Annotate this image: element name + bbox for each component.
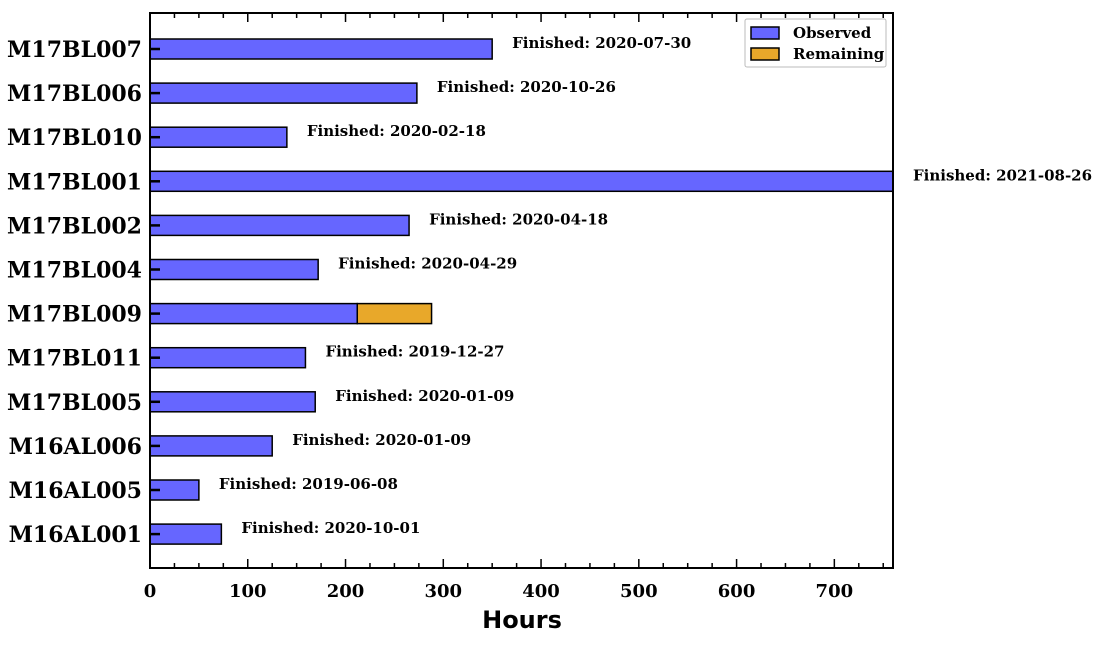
x-tick-label: 100 <box>229 581 267 602</box>
finished-annotation: Finished: 2020-04-29 <box>338 255 517 273</box>
bar-observed-m17bl005 <box>149 391 316 413</box>
finished-annotation: Finished: 2020-10-26 <box>437 78 616 96</box>
bar-observed-m17bl002 <box>149 214 410 237</box>
x-axis-title: Hours <box>482 606 562 634</box>
bar-observed-m17bl011 <box>149 346 307 369</box>
bar-observed-m16al006 <box>149 435 273 457</box>
finished-annotation: Finished: 2021-08-26 <box>913 166 1092 184</box>
y-tick-label: M16AL006 <box>9 434 142 460</box>
x-tick-label: 600 <box>718 581 756 602</box>
x-tick-label: 500 <box>620 581 658 602</box>
bar-observed-m17bl009 <box>149 302 359 325</box>
legend-label-remaining: Remaining <box>793 45 885 63</box>
bar-observed-m17bl001 <box>149 170 894 193</box>
y-tick-label: M16AL001 <box>9 522 142 548</box>
legend-label-observed: Observed <box>793 24 872 42</box>
plot-area: M17BL007 Finished: 2020-07-30 M17BL006 Fini… <box>7 12 1092 602</box>
y-tick-label: M17BL011 <box>7 346 142 372</box>
legend-swatch-observed <box>750 26 780 40</box>
y-tick-label: M17BL009 <box>7 302 142 328</box>
finished-annotation: Finished: 2020-01-09 <box>292 431 471 449</box>
finished-annotation: Finished: 2019-12-27 <box>325 343 504 361</box>
bar-remaining-m17bl009 <box>356 302 433 325</box>
y-tick-label: M17BL004 <box>7 258 142 284</box>
bar-observed-m17bl007 <box>149 38 493 60</box>
finished-annotation: Finished: 2020-07-30 <box>512 34 691 52</box>
y-tick-label: M17BL001 <box>7 169 142 195</box>
finished-annotation: Finished: 2020-02-18 <box>307 122 486 140</box>
bar-observed-m16al001 <box>149 523 223 545</box>
y-tick-label: M17BL007 <box>7 37 142 63</box>
finished-annotation: Finished: 2019-06-08 <box>219 475 398 493</box>
bar-observed-m17bl006 <box>149 82 418 104</box>
legend-box <box>744 18 887 68</box>
x-tick-label: 200 <box>327 581 365 602</box>
x-tick-label: 400 <box>522 581 560 602</box>
plot-frame <box>149 12 894 569</box>
x-tick-label: 300 <box>425 581 463 602</box>
y-tick-label: M16AL005 <box>9 478 142 504</box>
y-tick-label: M17BL002 <box>7 213 142 239</box>
legend-swatch-remaining <box>750 47 780 61</box>
y-tick-label: M17BL010 <box>7 125 142 151</box>
finished-annotation: Finished: 2020-04-18 <box>429 210 608 228</box>
y-tick-label: M17BL005 <box>7 390 142 416</box>
finished-annotation: Finished: 2020-01-09 <box>335 387 514 405</box>
bar-observed-m17bl010 <box>149 126 288 148</box>
x-tick-label: 700 <box>816 581 854 602</box>
bar-observed-m17bl004 <box>149 258 319 281</box>
finished-annotation: Finished: 2020-10-01 <box>241 519 420 537</box>
y-tick-label: M17BL006 <box>7 81 142 107</box>
x-tick-label: 0 <box>144 581 157 602</box>
